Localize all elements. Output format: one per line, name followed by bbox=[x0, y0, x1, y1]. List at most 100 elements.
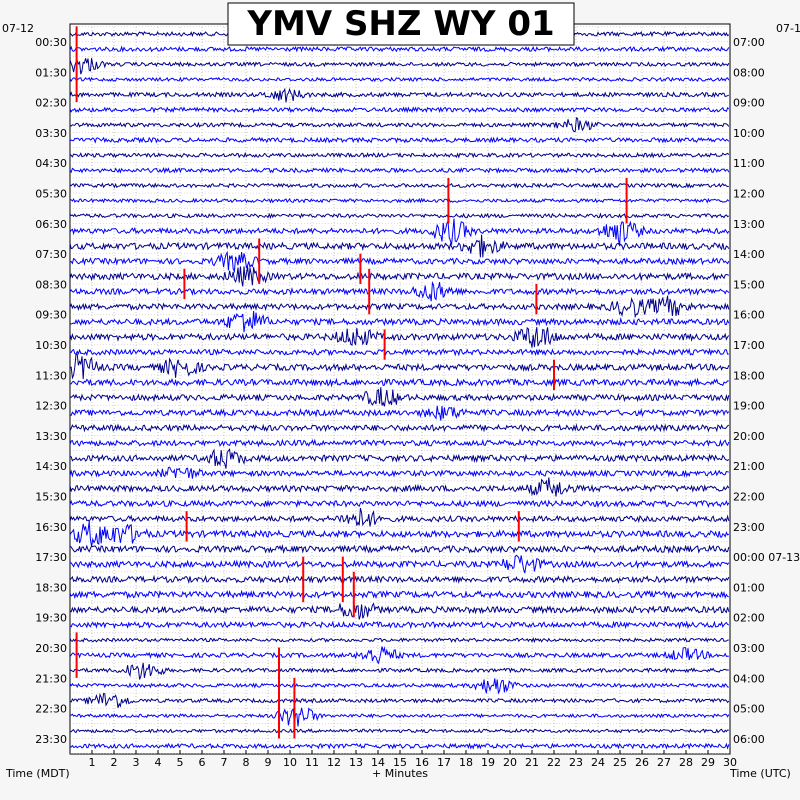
right-time-label: 17:00 bbox=[733, 339, 765, 352]
left-time-label: 19:30 bbox=[35, 612, 67, 625]
left-time-label: 07:30 bbox=[35, 248, 67, 261]
x-tick-label: 4 bbox=[155, 756, 162, 769]
x-tick-label: 28 bbox=[679, 756, 693, 769]
x-tick-label: 6 bbox=[199, 756, 206, 769]
x-tick-label: 8 bbox=[243, 756, 250, 769]
trace-row-47 bbox=[70, 742, 730, 750]
left-time-label: 08:30 bbox=[35, 278, 67, 291]
trace-row-35 bbox=[70, 554, 730, 574]
x-tick-label: 17 bbox=[437, 756, 451, 769]
x-axis-label: + Minutes bbox=[372, 767, 428, 780]
trace-row-42 bbox=[69, 662, 729, 680]
trace-row-14 bbox=[69, 234, 730, 258]
x-tick-label: 9 bbox=[265, 756, 272, 769]
left-time-label: 06:30 bbox=[35, 218, 67, 231]
right-time-label: 04:00 bbox=[733, 672, 765, 685]
trace-row-31 bbox=[69, 499, 730, 508]
left-time-label: 13:30 bbox=[35, 430, 67, 443]
x-tick-label: 1 bbox=[89, 756, 96, 769]
trace-row-39 bbox=[69, 620, 730, 630]
trace-row-7 bbox=[69, 136, 730, 144]
trace-row-6 bbox=[69, 116, 730, 133]
right-time-label: 23:00 bbox=[733, 521, 765, 534]
right-time-label: 15:00 bbox=[733, 278, 765, 291]
left-axis-label: Time (MDT) bbox=[5, 767, 70, 780]
left-date-label: 07-12 bbox=[2, 22, 34, 35]
trace-row-37 bbox=[69, 589, 729, 600]
right-time-label: 22:00 bbox=[733, 491, 765, 504]
right-time-label: 10:00 bbox=[733, 127, 765, 140]
trace-row-46 bbox=[69, 728, 729, 734]
left-time-label: 12:30 bbox=[35, 400, 67, 413]
x-tick-label: 14 bbox=[371, 756, 385, 769]
x-axis-ticks: 1 2 3 4 5 6 7 8 9 10 11 12 13 14 15 16 17 18 19 20 21 22 23 24 2… bbox=[89, 750, 737, 769]
right-time-label: 05:00 bbox=[733, 703, 765, 716]
left-time-label: 20:30 bbox=[35, 642, 67, 655]
trace-row-4 bbox=[69, 87, 729, 103]
trace-row-38 bbox=[69, 602, 730, 620]
right-time-label: 02:00 bbox=[733, 612, 765, 625]
trace-row-21 bbox=[69, 347, 729, 357]
trace-row-33 bbox=[69, 521, 730, 547]
x-tick-label: 2 bbox=[111, 756, 118, 769]
x-tick-label: 10 bbox=[283, 756, 297, 769]
left-time-label: 16:30 bbox=[35, 521, 67, 534]
right-axis-label: Time (UTC) bbox=[729, 767, 791, 780]
trace-row-43 bbox=[69, 678, 729, 695]
x-tick-label: 24 bbox=[591, 756, 605, 769]
trace-row-41 bbox=[69, 646, 729, 665]
trace-row-25 bbox=[69, 405, 730, 421]
x-tick-label: 12 bbox=[327, 756, 341, 769]
left-time-label: 14:30 bbox=[35, 460, 67, 473]
trace-row-27 bbox=[69, 438, 730, 448]
plot-frame bbox=[69, 23, 731, 755]
spikes-layer bbox=[75, 26, 628, 739]
trace-row-45 bbox=[69, 707, 730, 727]
trace-row-2 bbox=[69, 58, 730, 75]
trace-row-30 bbox=[69, 477, 730, 497]
right-time-label: 11:00 bbox=[733, 157, 765, 170]
trace-row-9 bbox=[69, 166, 730, 174]
right-time-label: 14:00 bbox=[733, 248, 765, 261]
x-tick-label: 19 bbox=[481, 756, 495, 769]
trace-row-29 bbox=[69, 466, 729, 479]
x-tick-label: 29 bbox=[701, 756, 715, 769]
trace-row-5 bbox=[69, 106, 730, 114]
trace-row-19 bbox=[69, 310, 730, 333]
trace-row-32 bbox=[69, 507, 730, 527]
x-tick-label: 20 bbox=[503, 756, 517, 769]
x-tick-label: 25 bbox=[613, 756, 627, 769]
x-tick-label: 15 bbox=[393, 756, 407, 769]
trace-row-44 bbox=[69, 692, 730, 708]
right-time-label: 08:00 bbox=[733, 66, 765, 79]
right-date-label: 07-1 bbox=[776, 22, 800, 35]
trace-row-1 bbox=[69, 45, 730, 53]
left-time-label: 05:30 bbox=[35, 188, 67, 201]
left-time-label: 18:30 bbox=[35, 581, 67, 594]
left-time-label: 00:30 bbox=[35, 36, 67, 49]
left-time-labels: 00:30 01:30 02:30 03:30 04:30 05:30 06:30 07:30… bbox=[35, 36, 67, 746]
trace-row-16 bbox=[69, 266, 730, 287]
x-tick-label: 21 bbox=[525, 756, 539, 769]
left-time-label: 01:30 bbox=[35, 66, 67, 79]
trace-row-34 bbox=[69, 544, 730, 555]
trace-row-13 bbox=[69, 218, 730, 246]
left-time-label: 02:30 bbox=[35, 97, 67, 110]
trace-row-22 bbox=[69, 353, 730, 380]
grid-layer bbox=[70, 24, 730, 754]
right-time-label: 18:00 bbox=[733, 369, 765, 382]
left-time-label: 22:30 bbox=[35, 703, 67, 716]
trace-row-12 bbox=[69, 212, 730, 220]
title-box bbox=[227, 2, 575, 46]
x-tick-label: 11 bbox=[305, 756, 319, 769]
trace-row-17 bbox=[69, 280, 730, 302]
trace-row-28 bbox=[69, 448, 730, 469]
right-time-label: 20:00 bbox=[733, 430, 765, 443]
traces-layer bbox=[69, 30, 730, 750]
x-tick-label: 13 bbox=[349, 756, 363, 769]
left-time-label: 21:30 bbox=[35, 672, 67, 685]
right-time-label: 12:00 bbox=[733, 188, 765, 201]
trace-row-36 bbox=[69, 574, 730, 584]
left-time-label: 17:30 bbox=[35, 551, 67, 564]
